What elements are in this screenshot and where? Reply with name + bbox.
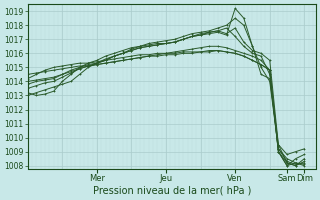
X-axis label: Pression niveau de la mer( hPa ): Pression niveau de la mer( hPa ) (92, 186, 251, 196)
